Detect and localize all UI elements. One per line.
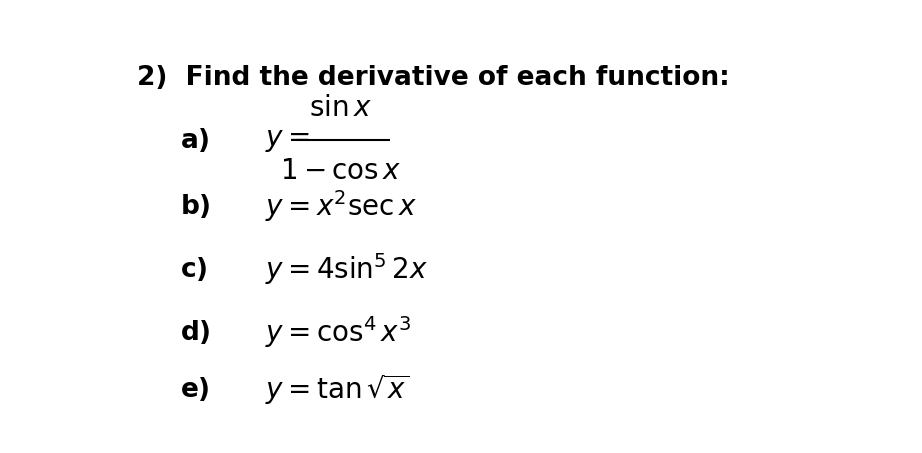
Text: $\bf{b)}$: $\bf{b)}$ xyxy=(180,192,210,220)
Text: $\bf{c)}$: $\bf{c)}$ xyxy=(180,255,207,283)
Text: $y = \tan \sqrt{x}$: $y = \tan \sqrt{x}$ xyxy=(266,372,409,406)
Text: $y = 4\sin^5 2x$: $y = 4\sin^5 2x$ xyxy=(266,251,428,287)
Text: $y = x^2 \sec x$: $y = x^2 \sec x$ xyxy=(266,188,418,224)
Text: $\bf{a)}$: $\bf{a)}$ xyxy=(180,126,209,154)
Text: $\bf{d)}$: $\bf{d)}$ xyxy=(180,318,210,346)
Text: $1-\cos x$: $1-\cos x$ xyxy=(279,157,401,185)
Text: $\bf{e)}$: $\bf{e)}$ xyxy=(180,375,209,403)
Text: $y =$: $y =$ xyxy=(266,126,310,154)
Text: 2)  Find the derivative of each function:: 2) Find the derivative of each function: xyxy=(136,65,729,91)
Text: $y = \cos^4 x^3$: $y = \cos^4 x^3$ xyxy=(266,314,412,350)
Text: $\sin x$: $\sin x$ xyxy=(309,94,372,122)
